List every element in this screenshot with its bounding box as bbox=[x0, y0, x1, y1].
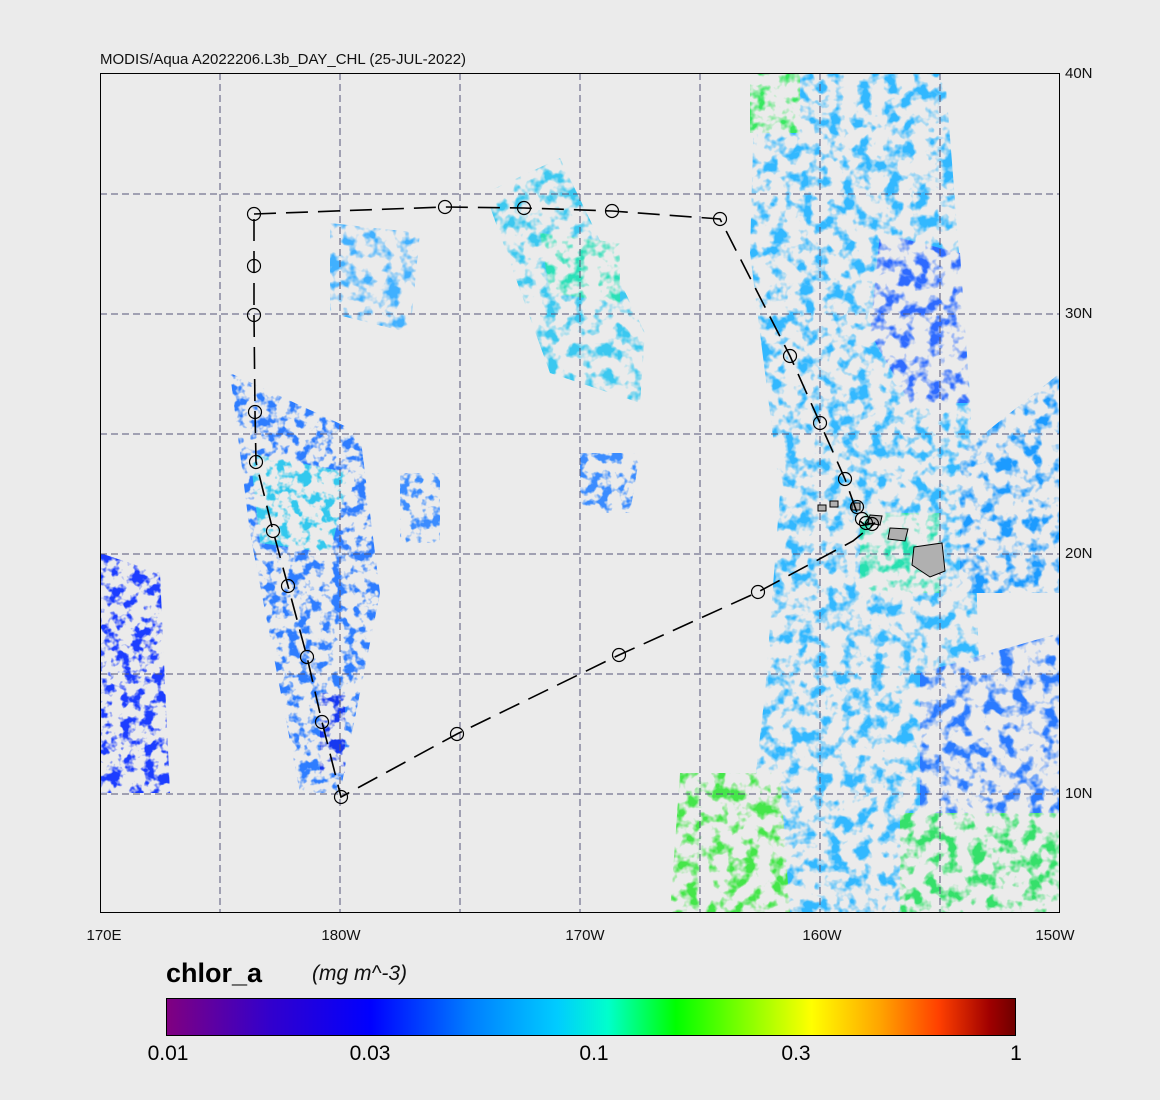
station-markers bbox=[246, 199, 880, 805]
lat-label-10n: 10N bbox=[1065, 785, 1093, 802]
lat-label-20n: 20N bbox=[1065, 545, 1093, 562]
colorbar-tick: 0.01 bbox=[147, 1042, 189, 1065]
map-canvas bbox=[100, 73, 1060, 913]
lat-label-40n: 40N bbox=[1065, 65, 1093, 82]
data-swath-north bbox=[330, 158, 645, 403]
lat-label-30n: 30N bbox=[1065, 305, 1093, 322]
lon-label-170e: 170E bbox=[86, 927, 122, 944]
colorbar-tick: 0.03 bbox=[349, 1042, 391, 1065]
data-swath-east bbox=[670, 73, 1060, 913]
graticule bbox=[100, 73, 1060, 913]
lon-label-180w: 180W bbox=[321, 927, 361, 944]
chlorophyll-map bbox=[100, 73, 1060, 913]
cruise-track bbox=[253, 206, 876, 799]
lon-label-160w: 160W bbox=[802, 927, 842, 944]
lon-label-170w: 170W bbox=[565, 927, 605, 944]
colorbar bbox=[166, 998, 1016, 1036]
colorbar-tick: 1 bbox=[1010, 1042, 1022, 1065]
map-title: MODIS/Aqua A2022206.L3b_DAY_CHL (25-JUL-… bbox=[100, 51, 467, 68]
data-swath-west bbox=[100, 373, 640, 793]
colorbar-units: (mg m^-3) bbox=[312, 962, 408, 985]
colorbar-variable: chlor_a bbox=[166, 958, 263, 988]
colorbar-tick: 0.3 bbox=[781, 1042, 811, 1065]
lon-label-150w: 150W bbox=[1035, 927, 1075, 944]
colorbar-tick: 0.1 bbox=[579, 1042, 609, 1065]
hawaii-islands bbox=[817, 500, 946, 578]
map-frame bbox=[100, 73, 1060, 913]
